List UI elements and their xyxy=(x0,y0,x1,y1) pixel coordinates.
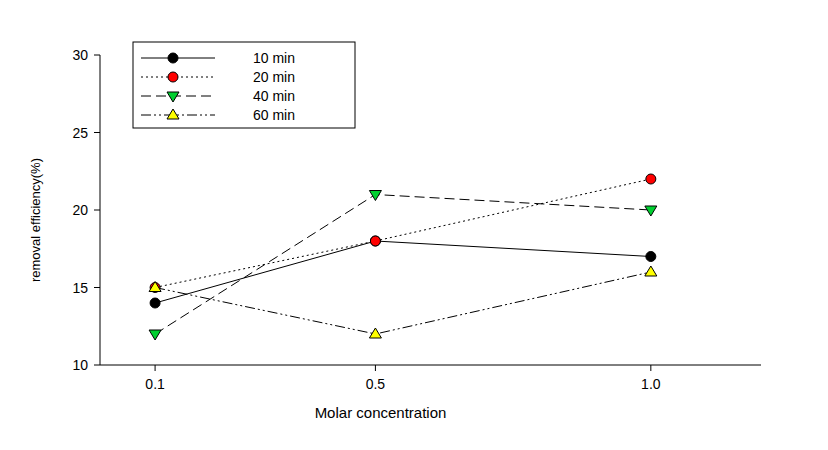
point xyxy=(645,266,657,276)
y-tick-label: 25 xyxy=(72,125,88,141)
x-tick xyxy=(650,365,651,371)
point xyxy=(149,330,161,340)
x-tick-label: 1.0 xyxy=(641,376,661,392)
y-tick xyxy=(94,365,100,366)
legend-marker xyxy=(168,72,178,82)
y-tick-label: 30 xyxy=(72,47,88,63)
chart: 10 15 20 25 30 0.1 0.5 1.0 Molar concentration re… xyxy=(0,0,828,450)
y-tick xyxy=(94,210,100,211)
legend-line xyxy=(141,115,215,116)
legend-label: 60 min xyxy=(253,107,295,123)
point xyxy=(149,282,161,292)
y-tick-label: 20 xyxy=(72,202,88,218)
point xyxy=(370,236,380,246)
point xyxy=(370,236,380,246)
legend-box xyxy=(133,42,355,128)
legend-line xyxy=(141,96,215,97)
y-axis-title: removal efficiency(%) xyxy=(28,158,43,282)
y-tick xyxy=(94,55,100,56)
x-tick xyxy=(155,365,156,371)
point xyxy=(150,283,160,293)
x-tick-label: 0.1 xyxy=(145,376,165,392)
x-axis xyxy=(100,365,761,366)
y-tick xyxy=(94,132,100,133)
point xyxy=(645,206,657,216)
series-line xyxy=(155,195,651,335)
legend-marker xyxy=(167,109,179,119)
x-tick xyxy=(375,365,376,371)
y-tick-label: 10 xyxy=(72,357,88,373)
x-tick-label: 0.5 xyxy=(366,376,386,392)
legend-label: 10 min xyxy=(253,50,295,66)
point xyxy=(150,298,160,308)
series-line xyxy=(155,179,651,288)
x-axis-title: Molar concentration xyxy=(315,404,447,421)
legend-label: 40 min xyxy=(253,88,295,104)
point xyxy=(369,191,381,201)
point xyxy=(646,252,656,262)
point xyxy=(369,328,381,338)
legend: 10 min 20 min 40 min 60 min xyxy=(133,42,355,128)
y-tick xyxy=(94,287,100,288)
legend-marker xyxy=(167,92,179,102)
y-tick-label: 15 xyxy=(72,280,88,296)
series-line xyxy=(155,272,651,334)
point xyxy=(646,174,656,184)
legend-label: 20 min xyxy=(253,69,295,85)
plot-marks xyxy=(149,174,657,340)
legend-marker xyxy=(168,53,178,63)
